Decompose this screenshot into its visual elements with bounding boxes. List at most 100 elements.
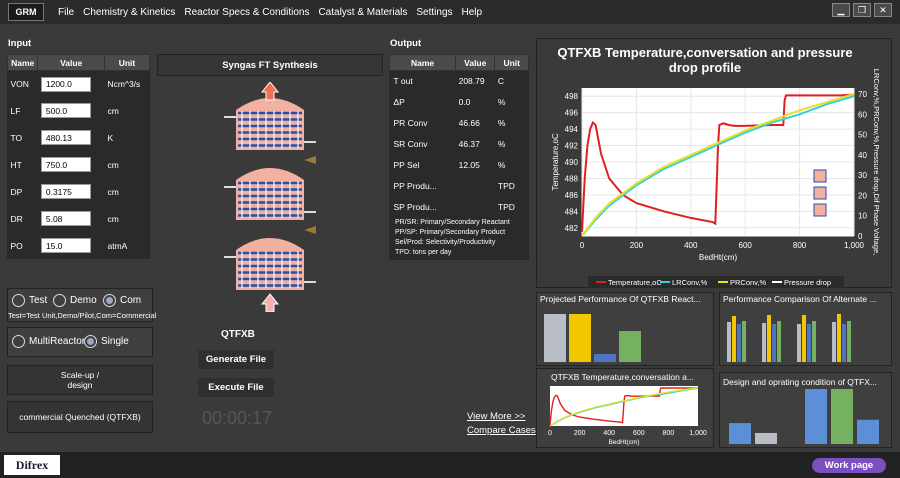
- y-tick-label: 486: [565, 191, 579, 200]
- radio-demo[interactable]: Demo: [53, 294, 97, 307]
- menu-help[interactable]: Help: [461, 6, 483, 18]
- input-row: LF 500.0 cm: [8, 97, 150, 124]
- x-tick-label: 0: [580, 241, 585, 250]
- output-unit: TPD: [497, 202, 515, 212]
- input-name: PO: [10, 240, 23, 251]
- view-more-link[interactable]: View More >>: [467, 411, 526, 422]
- bed-cap: [236, 238, 304, 250]
- quench-arrow-icon: [304, 226, 316, 234]
- radio-test-icon: [12, 294, 25, 307]
- main-chart: 482 484 486 488 490 492 494 496 498 0 10 20 30 40 50 60…: [551, 69, 881, 288]
- compare-cases-link[interactable]: Compare Cases: [467, 425, 536, 436]
- design-bar: [729, 423, 751, 444]
- input-value-field[interactable]: 500.0: [40, 103, 91, 119]
- legend-label: LRConv,%: [672, 278, 708, 287]
- radio-multireactor-icon: [12, 335, 25, 348]
- comparison-bar: [777, 321, 781, 362]
- outlet-arrow-icon: [260, 82, 280, 101]
- mini-series-line: [549, 387, 699, 425]
- input-value-field[interactable]: 480.13: [40, 130, 91, 146]
- output-row: SP Produ... TPD: [390, 197, 529, 218]
- input-name: VON: [10, 79, 29, 90]
- note: PP/SP: Primary/Secondary Product: [395, 229, 506, 236]
- output-name: PP Produ...: [393, 181, 437, 191]
- radio-test[interactable]: Test: [12, 294, 47, 307]
- input-value-field[interactable]: 15.0: [40, 238, 91, 254]
- radio-com[interactable]: Com: [103, 294, 141, 307]
- output-notes: PR/SR: Primary/Secondary Reactant PP/SP:…: [389, 216, 529, 260]
- output-value: 208.79: [458, 76, 485, 87]
- input-unit: cm: [107, 105, 119, 116]
- output-row: PP Produ... TPD: [390, 176, 529, 197]
- series-line: [581, 95, 855, 237]
- comparison-bar: [837, 314, 841, 362]
- comparison-bar: [762, 323, 766, 362]
- comparison-bar: [737, 324, 741, 362]
- quench-arrow-icon: [304, 156, 316, 164]
- projected-bar: [619, 331, 641, 362]
- input-row: TO 480.13 K: [8, 124, 150, 151]
- menu-settings[interactable]: Settings: [416, 6, 453, 18]
- projected-performance-chart: [544, 314, 641, 362]
- input-value-field[interactable]: 0.3175: [40, 184, 91, 200]
- menu-file[interactable]: File: [58, 6, 75, 18]
- comparison-bar: [807, 324, 811, 362]
- y-tick-label: 494: [565, 125, 579, 134]
- commercial-quenched-button[interactable]: commercial Quenched (QTFXB): [7, 401, 153, 433]
- menu-reactor-specs[interactable]: Reactor Specs & Conditions: [184, 6, 310, 18]
- bed-body: [236, 180, 304, 220]
- output-value: 12.05: [458, 160, 480, 170]
- inlet-arrow-icon: [260, 293, 280, 312]
- minimize-icon[interactable]: ▁: [832, 3, 850, 17]
- comparison-bar: [727, 322, 731, 362]
- y2-tick-label: 30: [858, 171, 867, 180]
- y-tick-label: 490: [565, 158, 579, 167]
- bed-cap: [236, 98, 304, 110]
- reactor-schematic: [224, 82, 316, 312]
- output-unit: TPD: [497, 181, 515, 191]
- y-tick-label: 492: [565, 142, 579, 151]
- comparison-bar: [802, 315, 806, 362]
- performance-comparison-title: Performance Comparison Of Alternate ...: [723, 294, 877, 304]
- output-value: 46.37: [458, 139, 480, 149]
- chart-legend: Temperature,oC LRConv,% PRConv,% Pressure d…: [588, 276, 844, 288]
- app-logo: GRM: [8, 3, 44, 21]
- difrex-logo: Difrex: [4, 455, 60, 475]
- output-row: PR Conv 46.66 %: [390, 113, 529, 134]
- menu-catalyst[interactable]: Catalyst & Materials: [318, 6, 408, 18]
- legend-label: Pressure drop: [784, 278, 831, 287]
- comparison-bar: [742, 321, 746, 362]
- output-unit: %: [497, 160, 506, 170]
- input-name: DP: [10, 186, 23, 197]
- main-chart-title: QTFXB Temperature,conversation and press…: [557, 45, 853, 75]
- radio-com-icon: [103, 294, 116, 307]
- comparison-bar: [842, 324, 846, 362]
- close-icon[interactable]: ✕: [874, 3, 892, 17]
- generate-file-button[interactable]: Generate File: [198, 350, 274, 369]
- input-value-field[interactable]: 5.08: [40, 211, 91, 227]
- input-row: DR 5.08 cm: [8, 205, 150, 232]
- input-unit: K: [107, 132, 114, 143]
- input-value-field[interactable]: 750.0: [40, 157, 91, 173]
- series-line: [581, 93, 855, 232]
- radio-multireactor[interactable]: MultiReactor: [12, 335, 85, 348]
- output-row: T out 208.79 C: [390, 71, 529, 92]
- radio-single[interactable]: Single: [84, 335, 129, 348]
- output-unit: %: [497, 97, 506, 107]
- col-unit: Unit: [103, 54, 151, 71]
- mini-x-tick-label: 0: [548, 430, 552, 437]
- x-tick-label: 200: [630, 241, 644, 250]
- mini-series-line: [549, 386, 699, 427]
- output-unit: %: [497, 118, 506, 128]
- comparison-bar: [732, 316, 736, 362]
- work-page-button[interactable]: Work page: [812, 458, 886, 473]
- radio-single-icon: [84, 335, 97, 348]
- input-title: Input: [8, 38, 32, 49]
- execute-file-button[interactable]: Execute File: [198, 378, 274, 397]
- input-value-field[interactable]: 1200.0: [40, 76, 91, 92]
- menu-chemistry[interactable]: Chemistry & Kinetics: [83, 6, 176, 18]
- output-name: PP Sel: [393, 160, 420, 170]
- mini-x-tick-label: 1,000: [689, 430, 707, 437]
- maximize-icon[interactable]: ❐: [853, 3, 871, 17]
- scale-up-button[interactable]: Scale-up / design: [7, 365, 153, 395]
